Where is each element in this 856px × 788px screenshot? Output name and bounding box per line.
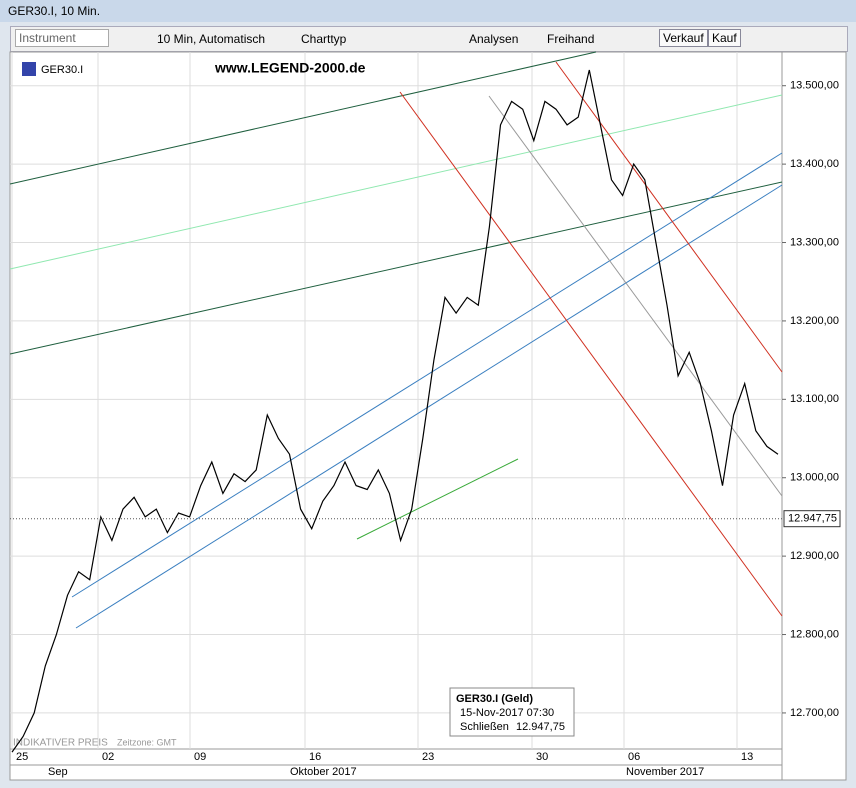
y-tick-label: 12.700,00 <box>790 707 839 719</box>
toolbar: Instrument 10 Min, Automatisch Charttyp … <box>10 26 848 52</box>
chart-type[interactable]: Charttyp <box>301 32 347 46</box>
mode[interactable]: Automatisch <box>199 32 266 46</box>
y-tick-label: 12.900,00 <box>790 550 839 562</box>
trend-line <box>9 51 597 185</box>
month-label: Oktober 2017 <box>290 766 357 778</box>
note: INDIKATIVER PREIS <box>13 738 108 749</box>
price-line <box>11 69 779 753</box>
y-tick-label: 13.300,00 <box>790 236 839 248</box>
y-axis-area <box>781 51 847 781</box>
trend-line <box>356 458 519 540</box>
tooltip <box>449 687 575 737</box>
current-price-box <box>783 510 841 528</box>
drawings <box>9 51 783 629</box>
sell-button[interactable]: Verkauf <box>659 29 708 47</box>
day-label: 30 <box>536 751 548 763</box>
y-tick-label: 13.500,00 <box>790 80 839 92</box>
day-label: 25 <box>16 751 28 763</box>
interval[interactable]: 10 Min, <box>157 32 197 46</box>
day-label: 06 <box>628 751 640 763</box>
timezone: Zeitzone: GMT <box>117 737 177 747</box>
trend-line <box>9 181 783 355</box>
y-tick-label: 12.800,00 <box>790 628 839 640</box>
trend-line <box>399 91 783 617</box>
symbol[interactable]: GER30.I <box>41 64 83 76</box>
analysis[interactable]: Analysen <box>469 32 519 46</box>
day-label: 09 <box>194 751 206 763</box>
y-tick-label: 13.400,00 <box>790 158 839 170</box>
trend-line <box>71 152 783 598</box>
day-label: 02 <box>102 751 114 763</box>
trend-line <box>75 184 783 629</box>
month-label: Sep <box>48 766 68 778</box>
y-tick-label: 13.100,00 <box>790 393 839 405</box>
month-label: November 2017 <box>626 766 704 778</box>
trend-line <box>9 94 783 270</box>
day-label: 13 <box>741 751 753 763</box>
tooltip-title: GER30.I (Geld) <box>456 693 533 705</box>
buy-button[interactable]: Kauf <box>708 29 741 47</box>
tooltip-close-value: 12.947,75 <box>516 721 565 733</box>
trend-line <box>488 95 783 497</box>
watermark: www.LEGEND-2000.de <box>214 60 366 76</box>
day-label: 16 <box>309 751 321 763</box>
tooltip-time: 15-Nov-2017 07:30 <box>460 707 554 719</box>
tooltip-close-label: Schließen <box>460 721 509 733</box>
y-tick-label: 13.200,00 <box>790 315 839 327</box>
plot-area <box>9 51 783 750</box>
window-title: GER30.I, 10 Min. <box>8 4 101 18</box>
day-label: 23 <box>422 751 434 763</box>
instrument-field[interactable]: Instrument <box>15 29 109 47</box>
symbol-icon <box>22 62 36 76</box>
current-price-label: 12.947,75 <box>788 513 837 525</box>
title-bar: GER30.I, 10 Min. <box>0 0 856 22</box>
freehand[interactable]: Freihand <box>547 32 595 46</box>
y-tick-label: 13.000,00 <box>790 472 839 484</box>
trend-line <box>555 61 783 373</box>
